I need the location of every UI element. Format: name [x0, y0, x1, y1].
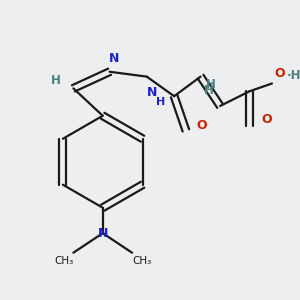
Text: O: O	[196, 119, 207, 132]
Text: N: N	[98, 227, 108, 240]
Text: CH₃: CH₃	[54, 256, 73, 266]
Text: N: N	[109, 52, 120, 64]
Text: H: H	[156, 97, 165, 107]
Text: ·H: ·H	[286, 69, 300, 82]
Text: CH₃: CH₃	[132, 256, 152, 266]
Text: O: O	[262, 113, 272, 126]
Text: H: H	[203, 84, 213, 97]
Text: N: N	[146, 86, 157, 99]
Text: H: H	[51, 74, 61, 87]
Text: O: O	[274, 67, 285, 80]
Text: H: H	[206, 78, 215, 91]
